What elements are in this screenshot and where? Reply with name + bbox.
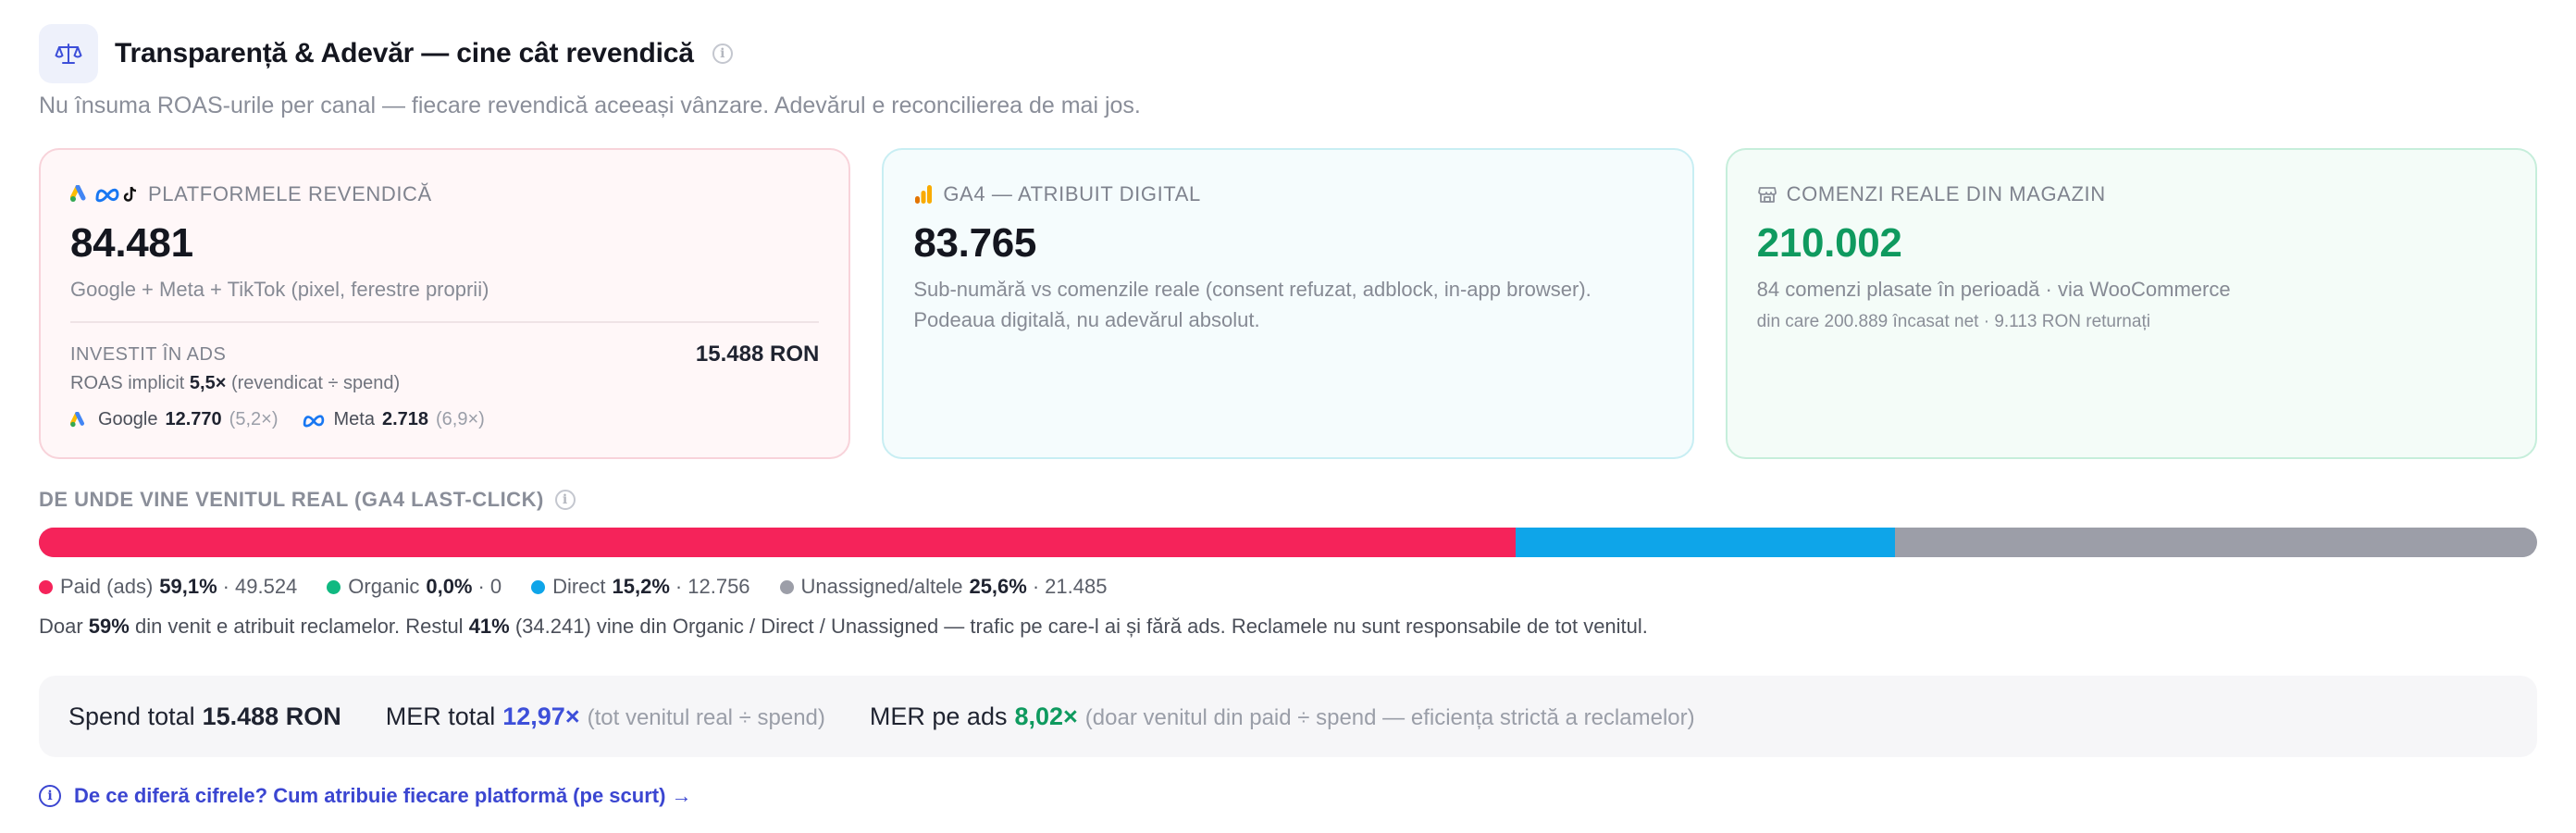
meta-value: 2.718 (381, 409, 429, 429)
store-icon (1757, 184, 1777, 205)
mer-ads: MER pe ads 8,02× (doar venitul din paid ÷ … (869, 702, 1695, 730)
spend-total-value: 15.488 RON (202, 702, 341, 730)
revenue-segment-unassigned-altele (1895, 528, 2535, 557)
orders-value: 210.002 (1756, 220, 1902, 266)
summary-cards: PLATFORMELE REVENDICĂ 84.481 Google + Me… (39, 148, 2537, 459)
legend-dot (39, 579, 53, 594)
platforms-card: PLATFORMELE REVENDICĂ 84.481 Google + Me… (39, 148, 851, 459)
orders-card-header: COMENZI REALE DIN MAGAZIN (1757, 181, 2506, 207)
platforms-card-header: PLATFORMELE REVENDICĂ (70, 181, 819, 207)
transparency-panel: Transparență & Adevăr — cine cât revendi… (39, 24, 2537, 811)
orders-desc: 84 comenzi plasate în perioadă · via Woo… (1756, 278, 2231, 301)
revenue-split-bar (39, 528, 2537, 557)
investment-row: INVESTIT ÎN ADS 15.488 RON (70, 342, 819, 367)
google-ads-icon (70, 411, 85, 427)
info-icon[interactable]: i (712, 44, 733, 64)
google-breakdown: Google 12.770 (5,2×) (70, 409, 278, 430)
investment-label: INVESTIT ÎN ADS (70, 343, 227, 365)
revenue-note: Doar 59% din venit e atribuit reclamelor… (39, 615, 1648, 638)
ga4-desc: Sub-numără vs comenzile reale (consent r… (913, 278, 1591, 331)
legend-dot (779, 579, 794, 594)
meta-icon (303, 414, 325, 427)
revenue-legend: Paid (ads) 59,1% · 49.524 Organic 0,0% · 0 Direc… (39, 570, 2537, 603)
legend-item: Paid (ads) 59,1% · 49.524 (39, 575, 297, 599)
mer-ads-value: 8,02× (1014, 702, 1078, 730)
platform-logos-icon (70, 185, 139, 204)
scale-icon (39, 24, 98, 83)
revenue-segment-direct (1515, 528, 1896, 557)
platforms-divider (70, 321, 820, 323)
orders-card: COMENZI REALE DIN MAGAZIN 210.002 84 com… (1725, 148, 2537, 459)
info-icon[interactable]: i (554, 490, 576, 510)
google-value: 12.770 (165, 409, 222, 429)
google-ads-icon (70, 185, 86, 202)
meta-icon (95, 188, 119, 203)
mer-summary: Spend total 15.488 RON MER total 12,97× (to… (39, 676, 2537, 757)
info-icon: i (39, 785, 61, 807)
platforms-claimed-value: 84.481 (70, 220, 193, 266)
legend-item: Unassigned/altele 25,6% · 21.485 (779, 575, 1107, 599)
ga4-card-header: GA4 — ATRIBUIT DIGITAL (913, 181, 1662, 207)
platforms-card-label: PLATFORMELE REVENDICĂ (148, 182, 432, 205)
implicit-roas-value: 5,5× (189, 373, 227, 393)
platform-breakdown: Google 12.770 (5,2×) Meta 2.718 (6,9×) (70, 409, 819, 430)
legend-dot (327, 579, 341, 594)
analytics-icon (913, 184, 934, 205)
investment-value: 15.488 RON (695, 342, 820, 367)
ga4-card-label: GA4 — ATRIBUIT DIGITAL (943, 182, 1201, 205)
orders-net-note: din care 200.889 încasat net · 9.113 RON… (1756, 312, 2150, 331)
mer-total: MER total 12,97× (tot venitul real ÷ spend… (385, 702, 825, 730)
implicit-roas: ROAS implicit 5,5× (revendicat ÷ spend) (70, 373, 401, 393)
google-multiplier: (5,2×) (229, 409, 279, 429)
spend-total: Spend total 15.488 RON (68, 702, 341, 730)
platforms-desc: Google + Meta + TikTok (pixel, ferestre … (70, 278, 489, 301)
ga4-value: 83.765 (913, 220, 1037, 266)
tiktok-icon (123, 186, 137, 202)
legend-item: Organic 0,0% · 0 (327, 575, 502, 599)
panel-header: Transparență & Adevăr — cine cât revendi… (39, 24, 2537, 83)
revenue-segment-paid-ads (39, 528, 1516, 557)
legend-item: Direct 15,2% · 12.756 (531, 575, 750, 599)
attribution-explainer-link[interactable]: i De ce diferă cifrele? Cum atribuie fie… (39, 781, 2537, 811)
panel-title: Transparență & Adevăr — cine cât revendi… (115, 38, 694, 68)
meta-breakdown: Meta 2.718 (6,9×) (302, 409, 485, 430)
legend-dot (531, 579, 546, 594)
panel-subtitle: Nu însuma ROAS-urile per canal — fiecare… (39, 93, 1141, 118)
meta-multiplier: (6,9×) (436, 409, 485, 429)
mer-total-value: 12,97× (502, 702, 580, 730)
revenue-source-heading: DE UNDE VINE VENITUL REAL (GA4 LAST-CLIC… (39, 487, 2537, 513)
ga4-card: GA4 — ATRIBUIT DIGITAL 83.765 Sub-numără… (882, 148, 1694, 459)
orders-card-label: COMENZI REALE DIN MAGAZIN (1786, 182, 2106, 205)
